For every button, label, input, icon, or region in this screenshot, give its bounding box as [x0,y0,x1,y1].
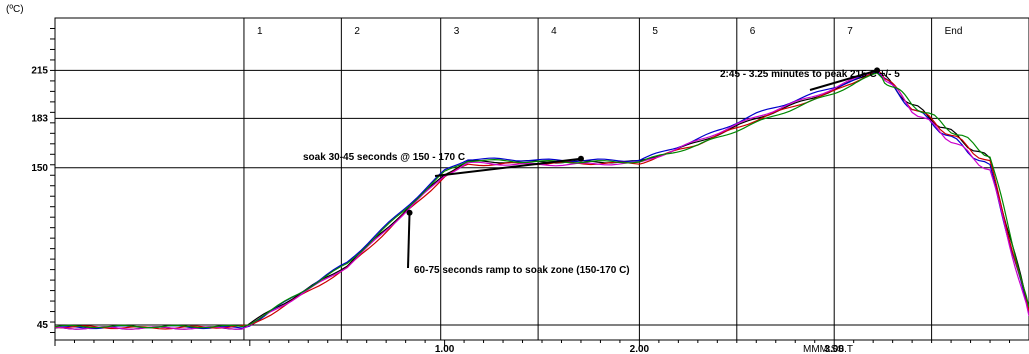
y-tick-label: 215 [31,65,48,76]
y-tick-label: 45 [37,320,49,331]
x-tick-labels: 1.00 2.00 3.00 [435,344,845,354]
zone-label: 4 [551,26,557,37]
zone-label: 5 [652,26,658,37]
x-tick-label: 1.00 [435,344,455,354]
zone-label: 6 [750,26,756,37]
annotation-dot [407,210,413,216]
zone-label: End [945,26,963,37]
y-unit-label: (ºC) [6,4,24,15]
x-unit-label: MMM:SS.T [803,344,853,354]
zone-label: 7 [847,26,853,37]
zone-label: 3 [454,26,460,37]
x-tick-label: 2.00 [630,344,650,354]
zone-label: 1 [257,26,263,37]
zone-label: 2 [354,26,360,37]
annotation-text: soak 30-45 seconds @ 150 - 170 C [303,152,465,163]
y-tick-label: 183 [31,113,48,124]
y-tick-labels: 45 150 183 215 [31,65,48,331]
annotation-text: 2:45 - 3.25 minutes to peak 215 C +/- 5 [720,69,900,80]
annotation-dot [578,156,584,162]
y-tick-label: 150 [31,163,48,174]
plot-frame [55,18,1029,340]
annotation-text: 60-75 seconds ramp to soak zone (150-170… [414,265,630,276]
